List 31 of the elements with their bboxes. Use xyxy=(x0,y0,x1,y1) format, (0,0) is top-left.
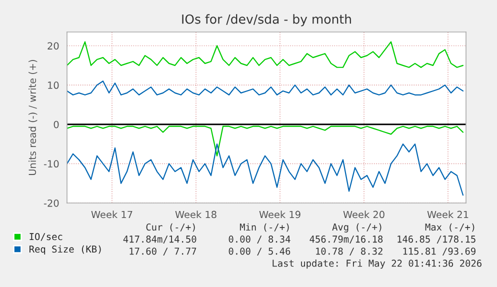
line-series xyxy=(67,126,464,156)
text: 0.00 / 8.34 xyxy=(228,236,290,244)
text: Cur (-/+) xyxy=(146,223,195,232)
text: 115.81 /93.69 xyxy=(403,248,476,256)
y-tick-label: -20 xyxy=(44,199,59,207)
text: 417.84m/14.50 xyxy=(123,236,196,244)
text: Min (-/+) xyxy=(240,223,289,232)
chart-title: IOs for /dev/sda - by month xyxy=(182,14,351,26)
text: Max (-/+) xyxy=(425,223,474,232)
line-series xyxy=(67,41,464,68)
text: 146.85 /178.15 xyxy=(398,236,476,244)
text: 0.00 / 5.46 xyxy=(228,248,290,256)
y-tick-label: 20 xyxy=(48,42,59,50)
text: 17.60 / 7.77 xyxy=(130,248,196,256)
y-axis-title: Units read (-) / write (+) xyxy=(28,60,38,176)
x-tick-label: Week 17 xyxy=(91,210,132,218)
y-tick-label: 0 xyxy=(54,120,59,128)
legend-label: Req Size (KB) xyxy=(29,245,101,255)
x-tick-label: Week 20 xyxy=(343,210,384,218)
y-tick-label: -10 xyxy=(44,160,59,168)
x-tick-label: Week 18 xyxy=(175,210,216,218)
text: 456.79m/16.18 xyxy=(310,236,383,244)
y-tick-label: 10 xyxy=(48,82,59,89)
text: Last update: Fri May 22 01:41:36 2026 xyxy=(272,259,482,269)
text: 10.78 / 8.32 xyxy=(316,248,382,256)
line-series xyxy=(67,143,464,196)
x-tick-label: Week 19 xyxy=(259,210,300,218)
x-tick-label: Week 21 xyxy=(427,210,468,218)
text: Avg (-/+) xyxy=(332,223,382,232)
line-series xyxy=(67,80,464,96)
legend-label: IO/sec xyxy=(30,233,62,241)
